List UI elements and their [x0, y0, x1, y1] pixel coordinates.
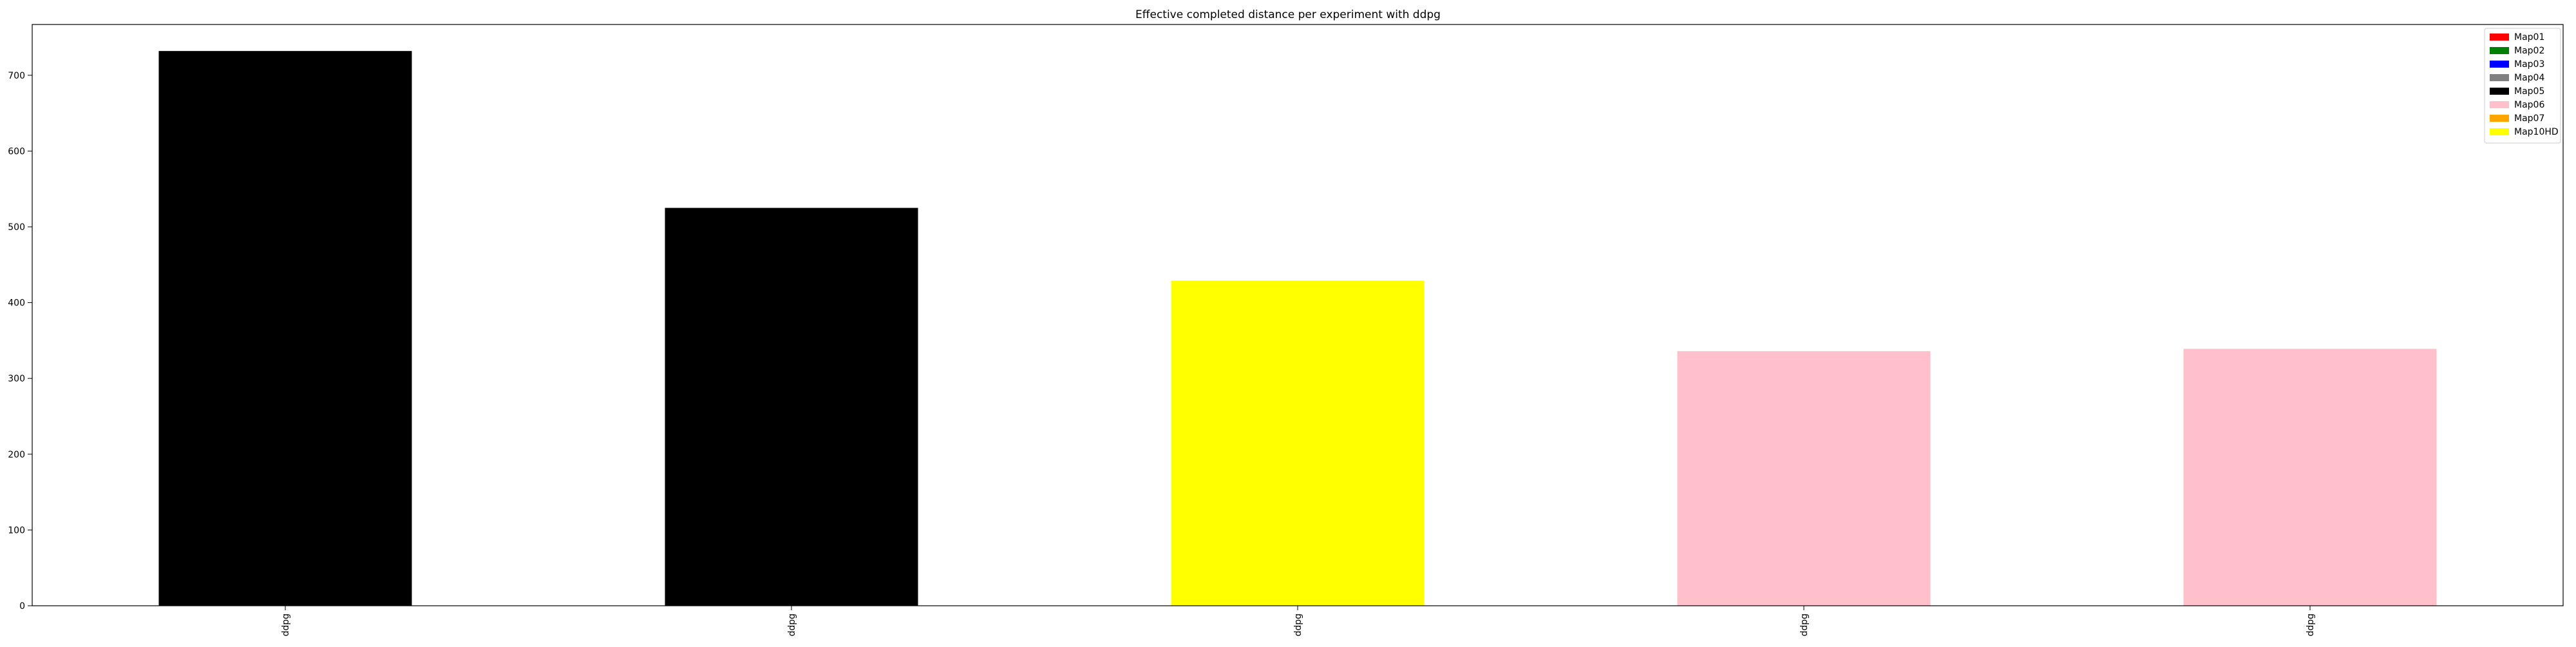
bar-2	[665, 208, 918, 606]
y-tick-label: 100	[8, 525, 25, 536]
legend-label: Map05	[2514, 86, 2544, 97]
x-tick-label: ddpg	[2306, 613, 2316, 637]
x-tick-label: ddpg	[1799, 613, 1810, 637]
y-axis: 0 100 200 300 400 500 600 700	[8, 71, 32, 612]
legend-swatch	[2490, 101, 2509, 108]
y-tick-label: 500	[8, 222, 25, 233]
legend-label: Map06	[2514, 100, 2544, 110]
legend-swatch	[2490, 74, 2509, 81]
y-tick-label: 200	[8, 450, 25, 460]
bar-3	[1171, 280, 1425, 606]
legend-swatch	[2490, 128, 2509, 135]
legend-swatch	[2490, 47, 2509, 54]
bar-1	[158, 51, 412, 606]
y-tick-label: 700	[8, 71, 25, 81]
y-tick-label: 600	[8, 146, 25, 157]
legend-label: Map01	[2514, 32, 2544, 43]
bar-5	[2183, 349, 2437, 606]
legend: Map01 Map02 Map03 Map04 Map05 Map06 Map07 Map10…	[2484, 28, 2561, 144]
y-tick-label: 400	[8, 298, 25, 309]
chart-title: Effective completed distance per experim…	[1135, 8, 1441, 21]
legend-box	[2484, 28, 2561, 144]
x-tick-label: ddpg	[281, 613, 291, 637]
plot-frame	[32, 24, 2564, 606]
x-tick-label: ddpg	[787, 613, 797, 637]
y-tick-label: 300	[8, 374, 25, 384]
legend-swatch	[2490, 34, 2509, 41]
x-tick-label: ddpg	[1293, 613, 1303, 637]
legend-swatch	[2490, 61, 2509, 68]
legend-label: Map10HD	[2514, 127, 2559, 137]
legend-label: Map03	[2514, 59, 2544, 70]
legend-label: Map02	[2514, 46, 2544, 56]
legend-swatch	[2490, 88, 2509, 95]
bars-layer	[158, 51, 2437, 606]
legend-label: Map04	[2514, 73, 2544, 83]
legend-label: Map07	[2514, 113, 2544, 124]
x-axis: ddpg ddpg ddpg ddpg ddpg	[281, 606, 2316, 637]
legend-swatch	[2490, 115, 2509, 122]
y-tick-label: 0	[19, 601, 25, 612]
bar-4	[1677, 351, 1931, 606]
